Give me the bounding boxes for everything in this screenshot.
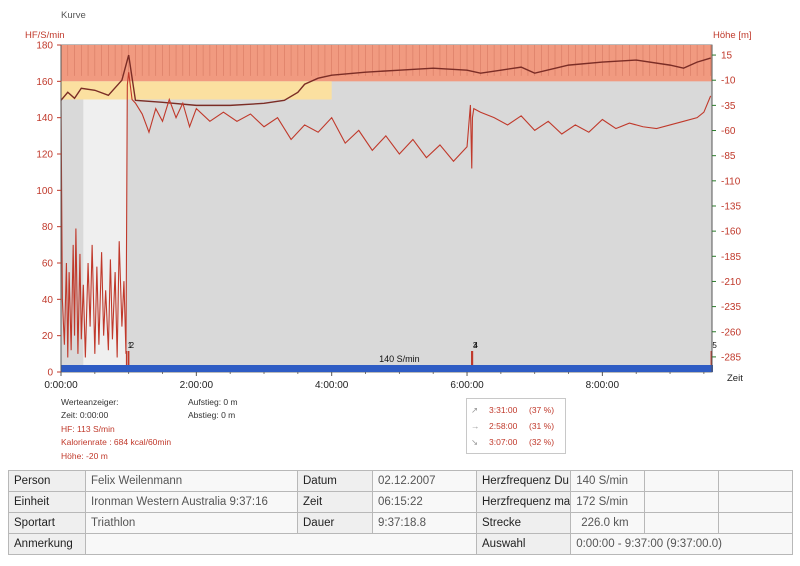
lap-marker-label: 1 [128, 341, 133, 350]
readout-time: Zeit: 0:00:00 [61, 410, 109, 420]
y-left-tick-label: 140 [36, 113, 53, 124]
readout-title: Werteanzeiger: [61, 397, 119, 407]
y-right-tick-label: 15 [721, 51, 733, 62]
sport-label: Sportart [8, 512, 86, 534]
baseline-bar [61, 365, 713, 372]
y-left-tick-label: 180 [36, 41, 53, 52]
altitude-line [60, 54, 711, 107]
slope-summary-box: ↗ 3:31:00 (37 %) → 2:58:00 (31 %) ↘ 3:07… [466, 398, 566, 454]
readout-ascent: Aufstieg: 0 m [188, 397, 238, 407]
y-right-tick-label: -235 [721, 302, 741, 313]
empty-cell [718, 470, 794, 492]
summary-row-up: ↗ 3:31:00 (37 %) [471, 405, 563, 417]
note-label: Anmerkung [8, 533, 86, 555]
y-right-tick-label: -135 [721, 201, 741, 212]
hr-avg-value[interactable]: 140 S/min [570, 470, 646, 492]
y-right-axis-label: Höhe [m] [713, 30, 752, 41]
empty-cell [644, 512, 720, 534]
summary-row-flat: → 2:58:00 (31 %) [471, 421, 563, 433]
baseline-label: 140 S/min [379, 354, 420, 364]
date-label: Datum [297, 470, 373, 492]
lap-marker-label: 3 [473, 341, 478, 350]
unit-value[interactable]: Ironman Western Australia 9:37:16 [85, 491, 298, 513]
y-left-axis-label: HF/S/min [25, 30, 65, 41]
y-right-tick-label: -160 [721, 227, 741, 238]
table-row: Einheit Ironman Western Australia 9:37:1… [8, 491, 794, 513]
person-value[interactable]: Felix Weilenmann [85, 470, 298, 492]
empty-cell [644, 470, 720, 492]
page-title: Kurve [61, 10, 86, 21]
y-left-tick-label: 40 [42, 295, 54, 306]
distance-value[interactable]: 226.0 km [570, 512, 646, 534]
x-tick-label: 8:00:00 [586, 380, 620, 391]
duration-label: Dauer [297, 512, 373, 534]
readout-calories: Kalorienrate : 684 kcal/60min [61, 437, 172, 447]
y-right-tick-label: -85 [721, 151, 736, 162]
table-row: Anmerkung Auswahl 0:00:00 - 9:37:00 (9:3… [8, 533, 794, 555]
time-label: Zeit [297, 491, 373, 513]
y-left-tick-label: 160 [36, 77, 53, 88]
y-left-tick-label: 0 [47, 368, 53, 379]
y-left-tick-label: 100 [36, 186, 53, 197]
info-table: Person Felix Weilenmann Datum 02.12.2007… [8, 470, 794, 555]
lap-marker-label: 5 [712, 341, 717, 350]
distance-label: Strecke [475, 512, 572, 534]
x-tick-label: 6:00:00 [450, 380, 484, 391]
arrow-down-right-icon: ↘ [471, 437, 479, 447]
y-left-tick-label: 60 [42, 259, 54, 270]
hr-zone-upper [61, 45, 712, 82]
lap-marker-label: 2 [130, 341, 135, 350]
x-axis-label: Zeit [727, 373, 743, 384]
empty-cell [644, 491, 720, 513]
readout-altitude: Höhe: -20 m [61, 451, 108, 461]
hr-max-label: Herzfrequenz ma [475, 491, 572, 513]
y-left-tick-label: 120 [36, 150, 53, 161]
summary-percent: (31 %) [529, 421, 555, 431]
y-right-tick-label: -185 [721, 252, 741, 263]
x-tick-label: 0:00:00 [44, 380, 78, 391]
lap-marker-label: 4 [473, 341, 478, 350]
table-row: Person Felix Weilenmann Datum 02.12.2007… [8, 470, 794, 492]
hr-max-value[interactable]: 172 S/min [570, 491, 646, 513]
empty-cell [718, 491, 794, 513]
summary-percent: (37 %) [529, 405, 555, 415]
summary-time: 2:58:00 [489, 421, 518, 431]
readout-descent: Abstieg: 0 m [188, 410, 236, 420]
y-right-tick-label: -35 [721, 101, 736, 112]
time-value[interactable]: 06:15:22 [372, 491, 477, 513]
sport-value[interactable]: Triathlon [85, 512, 298, 534]
summary-time: 3:07:00 [489, 437, 518, 447]
date-value[interactable]: 02.12.2007 [372, 470, 477, 492]
arrow-right-icon: → [471, 421, 480, 431]
y-right-tick-label: -110 [721, 176, 741, 187]
chart: 140 S/min 12 34 5 0 20 40 60 80 100 120 140 160 180HF… [25, 30, 752, 391]
summary-percent: (32 %) [529, 437, 555, 447]
y-left-tick-label: 20 [42, 331, 54, 342]
duration-value[interactable]: 9:37:18.8 [372, 512, 477, 534]
selection-label: Auswahl [475, 533, 572, 555]
selection-value[interactable]: 0:00:00 - 9:37:00 (9:37:00.0) [570, 533, 794, 555]
empty-cell [718, 512, 794, 534]
note-value[interactable] [85, 533, 477, 555]
readout-hf: HF: 113 S/min [61, 424, 115, 434]
summary-time: 3:31:00 [489, 405, 518, 415]
person-label: Person [8, 470, 86, 492]
y-right-tick-label: -60 [721, 126, 736, 137]
y-right-tick-label: -210 [721, 277, 741, 288]
x-tick-label: 4:00:00 [315, 380, 349, 391]
table-row: Sportart Triathlon Dauer 9:37:18.8 Strec… [8, 512, 794, 534]
hr-avg-label: Herzfrequenz Du [475, 470, 572, 492]
y-left-tick-label: 80 [42, 222, 54, 233]
unit-label: Einheit [8, 491, 86, 513]
y-right-tick-label: -285 [721, 352, 741, 363]
y-right-tick-label: -260 [721, 327, 741, 338]
summary-row-down: ↘ 3:07:00 (32 %) [471, 437, 563, 449]
x-tick-label: 2:00:00 [180, 380, 214, 391]
hr-zone-middle [61, 81, 332, 100]
y-right-tick-label: -10 [721, 76, 736, 87]
arrow-up-right-icon: ↗ [471, 405, 479, 415]
heart-rate-line [60, 72, 712, 358]
